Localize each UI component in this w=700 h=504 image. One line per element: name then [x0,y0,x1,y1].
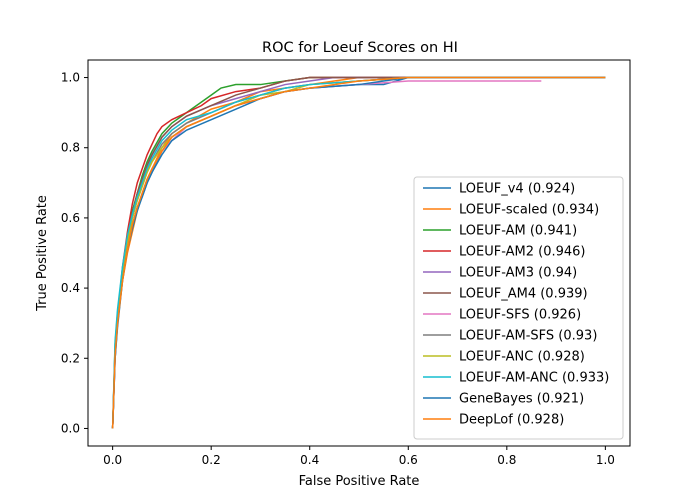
legend-label: LOEUF_AM4 (0.939) [459,287,588,302]
legend-label: LOEUF-ANC (0.928) [459,350,585,365]
legend-label: LOEUF-scaled (0.934) [459,203,599,218]
plot-lines [111,76,606,429]
x-axis-ticks: 0.0 0.2 0.4 0.6 0.8 1.0 [103,446,615,467]
y-tick-label: 0.6 [61,211,80,225]
x-tick-label: 0.2 [202,453,221,467]
y-tick-label: 0.0 [61,421,80,435]
legend-label: LOEUF-SFS (0.926) [459,308,581,323]
legend: LOEUF_v4 (0.924) LOEUF-scaled (0.934) LOEU… [413,176,624,440]
series-line-11 [111,76,606,429]
x-axis-label: False Positive Rate [299,474,420,489]
y-axis-ticks: 0.0 0.2 0.4 0.6 0.8 1.0 [61,71,88,435]
y-axis-label: True Positive Rate [35,195,50,312]
x-tick-label: 0.4 [300,453,319,467]
legend-label: LOEUF-AM-ANC (0.933) [459,371,609,386]
plot-frame [87,59,631,447]
legend-label: LOEUF_v4 (0.924) [459,182,575,197]
series-line-9 [111,76,606,429]
y-tick-label: 0.4 [61,281,80,295]
legend-label: LOEUF-AM-SFS (0.93) [459,329,597,344]
legend-box [413,176,624,440]
y-tick-label: 0.2 [61,351,80,365]
series-line-8 [111,76,606,429]
legend-label: GeneBayes (0.921) [459,392,584,407]
y-tick-label: 1.0 [61,71,80,85]
x-tick-label: 0.0 [103,453,122,467]
legend-label: LOEUF-AM2 (0.946) [459,245,586,260]
x-tick-label: 0.6 [399,453,418,467]
x-tick-label: 0.8 [497,453,516,467]
chart-title: ROC for Loeuf Scores on HI [262,40,458,56]
legend-label: LOEUF-AM3 (0.94) [459,266,577,281]
legend-label: DeepLof (0.928) [459,413,564,428]
legend-label: LOEUF-AM (0.941) [459,224,577,239]
x-tick-label: 1.0 [596,453,615,467]
y-tick-label: 0.8 [61,141,80,155]
